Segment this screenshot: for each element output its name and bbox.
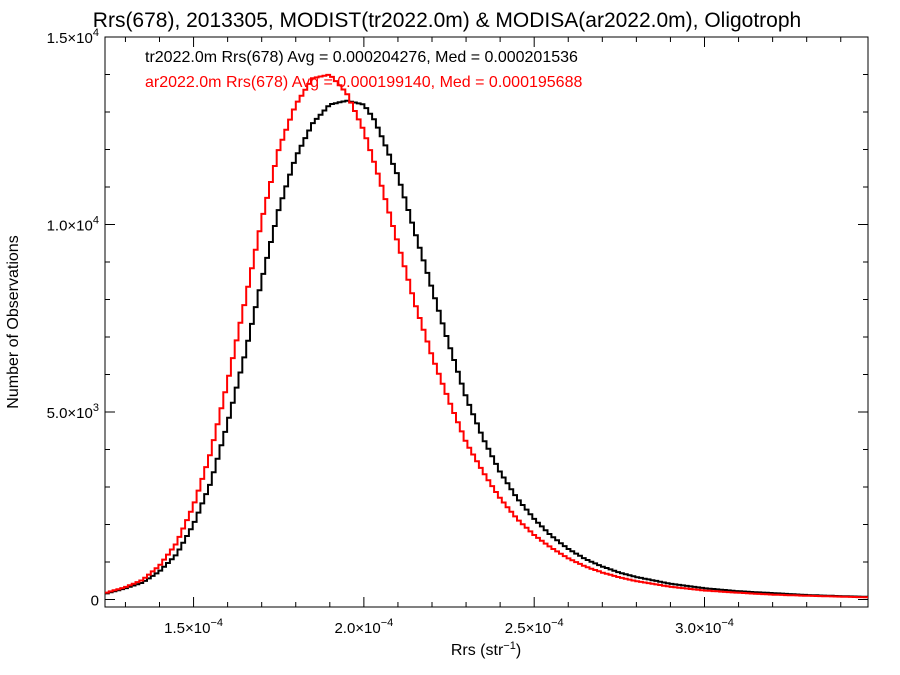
tick-label: 2.5×10−4 xyxy=(505,617,564,637)
series-line-tr2022.0m xyxy=(105,99,868,598)
legend-entry-ar2022.0m: ar2022.0m Rrs(678) Avg = 0.000199140, Me… xyxy=(145,74,582,91)
plot-area: 1.5×10−4 2.0×10−4 2.5×10−4 3.0×10−4 0 5.0×10… xyxy=(47,27,869,637)
tick-label: 3.0×10−4 xyxy=(675,617,734,637)
x-axis-ticks: 1.5×10−4 2.0×10−4 2.5×10−4 3.0×10−4 xyxy=(124,37,842,637)
legend: tr2022.0m Rrs(678) Avg = 0.000204276, Me… xyxy=(145,49,582,91)
tick-label: 1.0×104 xyxy=(47,215,99,235)
tick-label: 1.5×104 xyxy=(47,27,99,47)
plot-frame xyxy=(104,36,869,608)
series-line-ar2022.0m xyxy=(105,73,868,599)
tick-label: 0 xyxy=(91,593,99,610)
series-layer xyxy=(105,73,868,599)
tick-label: 5.0×103 xyxy=(47,402,99,422)
tick-label: 2.0×10−4 xyxy=(334,617,393,637)
tick-label: 1.5×10−4 xyxy=(164,617,223,637)
y-axis-ticks: 0 5.0×103 1.0×104 1.5×104 xyxy=(47,27,868,610)
y-axis-label: Number of Observations xyxy=(5,235,22,408)
legend-entry-tr2022.0m: tr2022.0m Rrs(678) Avg = 0.000204276, Me… xyxy=(145,49,578,66)
x-axis-label: Rrs (str−1) xyxy=(451,640,521,659)
chart-title: Rrs(678), 2013305, MODIST(tr2022.0m) & M… xyxy=(93,9,801,32)
